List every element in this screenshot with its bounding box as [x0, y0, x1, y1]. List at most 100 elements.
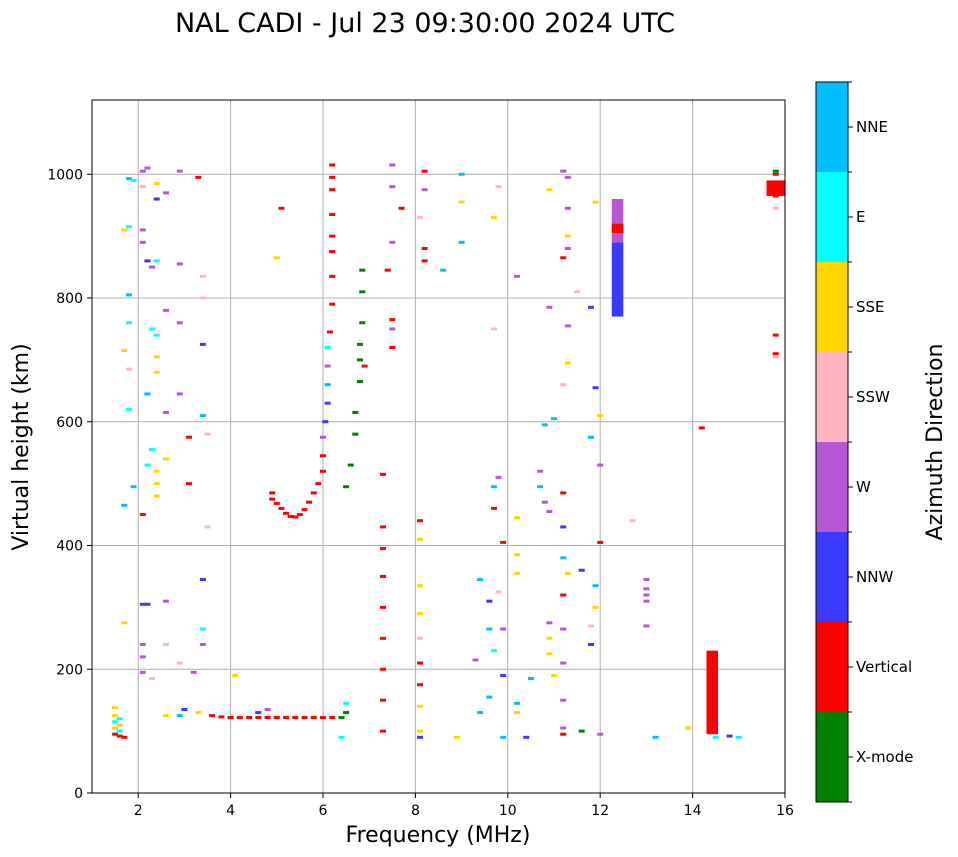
echo-point [389, 240, 396, 244]
colorbar-segment [816, 712, 848, 802]
echo-point [523, 735, 530, 739]
echo-point [296, 513, 303, 517]
echo-point [204, 525, 211, 529]
echo-point [359, 290, 366, 294]
echo-point [541, 423, 548, 427]
echo-point [514, 701, 521, 705]
echo-point [186, 482, 193, 486]
echo-point [176, 714, 183, 718]
echo-point [527, 677, 534, 681]
echo-point [116, 717, 123, 721]
echo-point [546, 621, 553, 625]
echo-point [578, 568, 585, 572]
colorbar-segment [816, 532, 848, 622]
echo-point [490, 485, 497, 489]
echo-point [477, 711, 484, 715]
echo-point [564, 234, 571, 238]
echo-point [269, 491, 276, 495]
colorbar-segment [816, 82, 848, 172]
colorbar-title: Azimuth Direction [923, 343, 948, 540]
echo-point [592, 605, 599, 609]
echo-point [153, 355, 160, 359]
echo-point [421, 247, 428, 250]
echo-point [144, 392, 151, 396]
echo-point [490, 216, 497, 220]
x-tick-label: 10 [499, 803, 517, 819]
echo-point [643, 624, 650, 628]
echo-point [560, 627, 567, 631]
echo-block [706, 650, 719, 735]
echo-point [324, 383, 331, 387]
echo-point [421, 259, 428, 263]
echo-point [564, 206, 571, 210]
x-tick-label: 16 [776, 803, 794, 819]
echo-point [306, 500, 313, 504]
echo-point [560, 732, 567, 736]
chart-title: NAL CADI - Jul 23 09:30:00 2024 UTC [175, 8, 675, 39]
echo-point [560, 661, 567, 665]
echo-point [380, 472, 387, 476]
echo-point [329, 188, 336, 192]
echo-point [356, 342, 363, 346]
echo-point [458, 240, 465, 244]
echo-point [153, 197, 160, 201]
echo-point [592, 200, 599, 204]
echo-point [329, 250, 336, 254]
echo-point [153, 333, 160, 337]
echo-point [186, 435, 193, 439]
echo-point [269, 497, 276, 501]
echo-point [537, 485, 544, 489]
echo-point [176, 262, 183, 266]
echo-point [338, 735, 345, 739]
echo-point [278, 506, 285, 510]
echo-point [199, 643, 206, 646]
echo-point [320, 469, 326, 473]
echo-point [643, 599, 650, 603]
echo-point [320, 716, 326, 720]
echo-point [292, 716, 299, 720]
echo-point [560, 593, 567, 597]
echo-point [255, 711, 262, 715]
echo-point [199, 342, 206, 346]
colorbar-label: E [856, 208, 865, 226]
echo-point [125, 225, 132, 229]
echo-point [153, 259, 160, 263]
echo-point [139, 240, 146, 244]
echo-point [486, 695, 493, 699]
echo-point [541, 500, 548, 504]
echo-point [417, 537, 424, 541]
echo-point [162, 643, 169, 646]
echo-point [149, 677, 156, 681]
echo-point [273, 256, 280, 260]
echo-point [560, 556, 567, 560]
echo-point [772, 352, 779, 356]
echo-point [514, 553, 521, 557]
echo-point [139, 655, 146, 659]
echo-point [139, 602, 146, 606]
echo-point [153, 482, 160, 486]
colorbar-label: W [856, 478, 871, 496]
y-axis-label: Virtual height (km) [9, 343, 34, 550]
x-tick-label: 14 [684, 803, 702, 819]
echo-point [597, 540, 604, 544]
echo-point [125, 321, 132, 325]
echo-point [162, 714, 169, 718]
echo-point [772, 182, 779, 186]
echo-point [287, 514, 294, 518]
echo-point [190, 670, 197, 674]
echo-point [121, 503, 128, 507]
echo-point [440, 268, 447, 272]
echo-point [273, 501, 280, 505]
echo-point [490, 506, 497, 510]
echo-point [361, 364, 368, 368]
y-tick-label: 400 [56, 539, 83, 555]
colorbar: X-mode Vertical NNW W SSW SSE E NNE [815, 81, 913, 803]
echo-point [292, 515, 299, 519]
echo-point [139, 643, 146, 646]
echo-point [597, 463, 604, 467]
echo-point [560, 169, 567, 173]
echo-point [153, 370, 160, 374]
echo-point [772, 355, 779, 359]
echo-point [209, 714, 216, 718]
echo-point [574, 290, 581, 294]
